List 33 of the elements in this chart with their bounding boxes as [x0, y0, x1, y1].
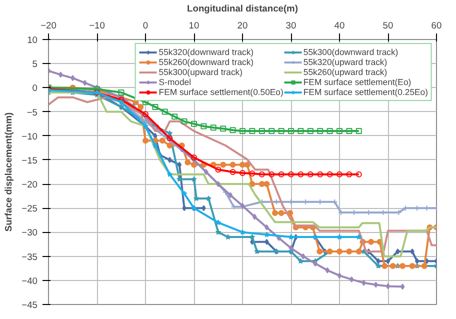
- y-tick-label: −35: [22, 252, 38, 262]
- y-tick-label: −5: [26, 107, 38, 118]
- legend-label: FEM surface settlement(Eo): [303, 77, 412, 87]
- x-tick-label: 20: [237, 20, 248, 30]
- y-tick-label: −40: [22, 276, 38, 286]
- legend-label: FEM surface settlement(0.50Eo): [158, 87, 284, 97]
- x-tick-label: −10: [89, 20, 105, 30]
- y-tick-label: −10: [22, 131, 38, 142]
- legend-label: 55k300(upward track): [158, 67, 242, 77]
- y-tick-label: −45: [22, 300, 38, 310]
- y-tick-label: 10: [27, 35, 38, 45]
- legend-label: S-model: [158, 77, 192, 87]
- x-axis-title: Longitudinal distance(m): [187, 4, 298, 14]
- y-tick-label: −25: [22, 204, 38, 214]
- y-tick-label: −15: [22, 155, 38, 166]
- legend-label: 55k260(downward track): [158, 57, 254, 67]
- x-tick-label: 0: [142, 20, 148, 30]
- x-tick-label: 60: [431, 20, 442, 30]
- x-tick-label: 10: [188, 20, 200, 30]
- y-tick-label: −30: [22, 228, 38, 238]
- y-tick-label: −20: [22, 180, 38, 190]
- legend-label: 55k260(upward track): [303, 67, 388, 77]
- y-tick-label: 5: [32, 59, 38, 70]
- legend-label: 55k320(downward track): [158, 47, 254, 57]
- y-tick-label: 0: [32, 83, 38, 94]
- x-tick-label: 30: [286, 20, 296, 30]
- x-tick-label: 50: [382, 20, 394, 30]
- x-tick-label: −20: [40, 20, 56, 30]
- legend-label: 55k320(upward track): [303, 57, 388, 67]
- x-tick-label: 40: [334, 20, 345, 30]
- y-axis-title: Surface displacement(mm): [4, 112, 14, 232]
- legend-label: 55k300(downward track): [303, 47, 398, 57]
- legend-label: FEM surface settlement(0.25Eo): [303, 87, 428, 97]
